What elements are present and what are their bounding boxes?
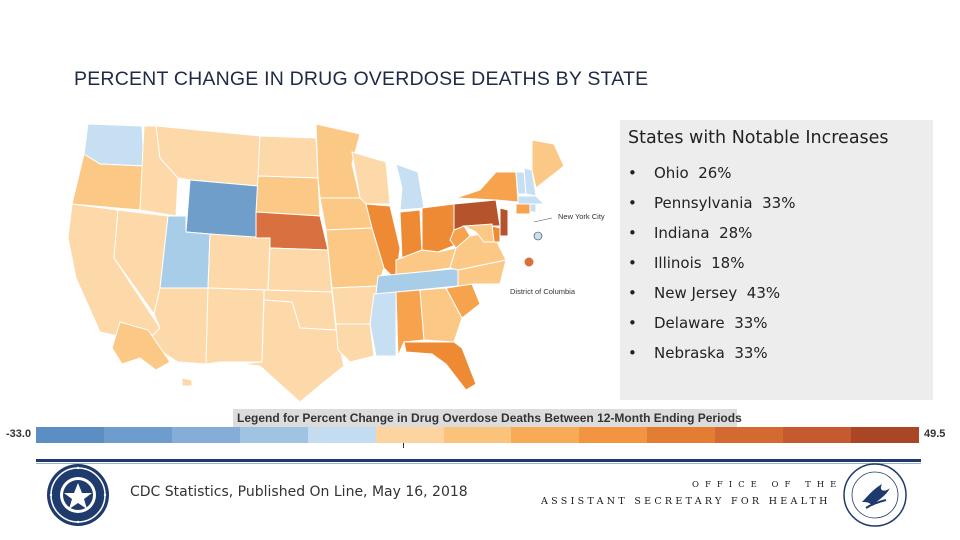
slide-title: PERCENT CHANGE IN DRUG OVERDOSE DEATHS B…: [74, 68, 649, 90]
notable-item: • Pennsylvania 33%: [628, 192, 795, 222]
footer-ash: ASSISTANT SECRETARY FOR HEALTH: [541, 496, 831, 507]
nyc-marker: [533, 231, 543, 241]
state-colorado: [207, 233, 271, 291]
legend-swatch: [579, 427, 648, 443]
bullet: •: [628, 194, 637, 212]
state-alabama: [395, 289, 425, 357]
notable-item: • New Jersey 43%: [628, 282, 795, 312]
notable-value: 33%: [762, 194, 796, 212]
notable-value: 26%: [698, 164, 732, 182]
footer-source: CDC Statistics, Published On Line, May 1…: [130, 484, 468, 500]
bullet: •: [628, 164, 637, 182]
legend-color-scale: [36, 427, 919, 443]
state-new-jersey: [499, 207, 509, 237]
notable-state: Pennsylvania: [654, 194, 753, 212]
legend-swatch: [715, 427, 784, 443]
us-map-svg: New York City District of Columbia: [67, 123, 605, 403]
notable-item: • Delaware 33%: [628, 312, 795, 342]
state-louisiana: [335, 323, 375, 363]
map-label-nyc: New York City: [558, 212, 605, 221]
bullet: •: [628, 284, 637, 302]
state-rhode-island: [529, 203, 537, 213]
notable-item: • Ohio 26%: [628, 162, 795, 192]
state-massachusetts: [517, 195, 546, 205]
legend-swatch: [307, 427, 376, 443]
legend-swatch: [783, 427, 852, 443]
dc-marker: [523, 256, 535, 268]
legend-title: Legend for Percent Change in Drug Overdo…: [233, 409, 742, 427]
bullet: •: [628, 254, 637, 272]
state-maryland: [462, 223, 495, 243]
bullet: •: [628, 314, 637, 332]
state-texas: [241, 299, 345, 403]
notable-value: 18%: [711, 254, 745, 272]
notable-state: Indiana: [654, 224, 710, 242]
legend-tick: [403, 443, 404, 448]
notable-item: • Illinois 18%: [628, 252, 795, 282]
notable-list: • Ohio 26% • Pennsylvania 33% • Indiana 28% • I…: [628, 162, 795, 372]
notable-value: 33%: [734, 314, 768, 332]
state-new-mexico: [205, 287, 265, 365]
footer-rule: [36, 459, 921, 462]
legend-swatch: [443, 427, 512, 443]
state-connecticut: [515, 203, 531, 215]
state-georgia: [419, 287, 463, 343]
legend-swatch: [36, 427, 104, 443]
legend-swatch: [375, 427, 444, 443]
state-florida: [403, 341, 477, 391]
state-wyoming: [185, 179, 259, 239]
us-choropleth-map: New York City District of Columbia: [60, 118, 620, 403]
legend-swatch: [851, 427, 919, 443]
notable-state: New Jersey: [654, 284, 738, 302]
bullet: •: [628, 344, 637, 362]
state-michigan: [395, 163, 425, 211]
notable-value: 33%: [734, 344, 768, 362]
state-kansas: [267, 247, 333, 293]
nyc-leader-line: [533, 217, 553, 223]
legend-min-value: -33.0: [6, 428, 32, 440]
notable-item: • Nebraska 33%: [628, 342, 795, 372]
legend-swatch: [103, 427, 172, 443]
state-new-york: [455, 171, 519, 203]
state-maine: [531, 139, 565, 189]
notable-state: Ohio: [654, 164, 689, 182]
notable-increases-panel: States with Notable Increases • Ohio 26% •…: [620, 120, 933, 400]
legend-swatch: [647, 427, 716, 443]
state-alaska: [111, 321, 171, 371]
notable-state: Nebraska: [654, 344, 725, 362]
notable-value: 43%: [746, 284, 781, 302]
hhs-eagle-seal-icon: [842, 462, 908, 533]
state-ohio: [421, 203, 459, 253]
notable-title: States with Notable Increases: [628, 128, 889, 148]
state-south-dakota: [255, 175, 321, 217]
notable-state: Illinois: [654, 254, 702, 272]
map-label-dc: District of Columbia: [510, 287, 576, 296]
state-north-dakota: [257, 135, 319, 179]
state-wisconsin: [351, 151, 391, 205]
state-hawaii: [181, 377, 193, 387]
legend-swatch: [511, 427, 580, 443]
notable-item: • Indiana 28%: [628, 222, 795, 252]
notable-value: 28%: [719, 224, 753, 242]
footer-rule-thin: [36, 463, 921, 464]
legend-swatch: [171, 427, 240, 443]
legend-swatch: [239, 427, 308, 443]
hhs-seal-left-icon: [45, 462, 111, 533]
legend-max-value: 49.5: [924, 428, 946, 440]
bullet: •: [628, 224, 637, 242]
state-mississippi: [369, 291, 397, 357]
footer-office: OFFICE OF THE: [692, 480, 843, 490]
notable-state: Delaware: [654, 314, 725, 332]
